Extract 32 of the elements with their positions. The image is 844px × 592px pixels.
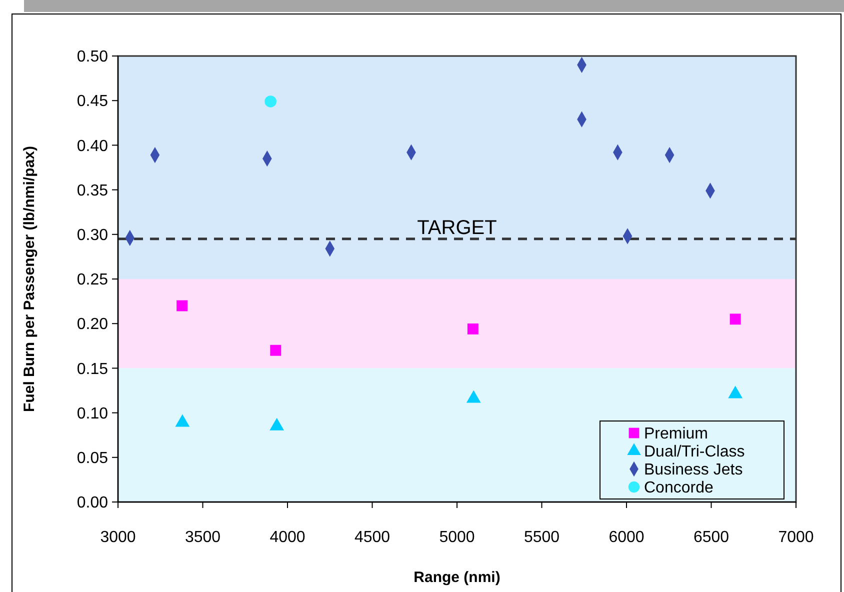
y-tick-label: 0.45 [76,93,108,110]
legend-label: Concorde [644,480,714,497]
x-tick-label: 4500 [354,529,390,546]
y-tick-label: 0.10 [76,405,108,422]
legend-label: Business Jets [644,462,743,479]
x-tick-label: 3000 [100,529,136,546]
x-tick-label: 6000 [608,529,644,546]
x-tick-label: 5000 [439,529,475,546]
x-tick-label: 5500 [524,529,560,546]
y-tick-label: 0.50 [76,48,108,66]
x-tick-label: 7000 [778,529,814,546]
x-axis-title: Range (nmi) [414,569,500,586]
legend-label: Dual/Tri-Class [644,444,745,461]
y-tick-label: 0.05 [76,450,108,467]
y-tick-label: 0.20 [76,316,108,334]
x-tick-label: 6500 [693,529,730,546]
x-tick-label: 3500 [184,529,221,546]
point [467,323,478,334]
point [264,96,276,108]
y-tick-label: 0.00 [76,494,108,512]
y-tick-label: 0.35 [76,182,108,200]
y-tick-label: 0.25 [76,272,108,289]
point [270,344,282,356]
y-tick-label: 0.30 [76,227,108,244]
y-tick-label: 0.40 [76,138,108,155]
point [730,314,741,325]
legend-label: Premium [644,426,708,443]
point [176,300,188,312]
x-tick-label: 4000 [270,529,306,546]
y-tick-label: 0.15 [76,360,108,378]
ref-line-label: TARGET [417,216,497,239]
y-axis-title: Fuel Burn per Passenger (lb/nmi/pax) [21,146,38,412]
